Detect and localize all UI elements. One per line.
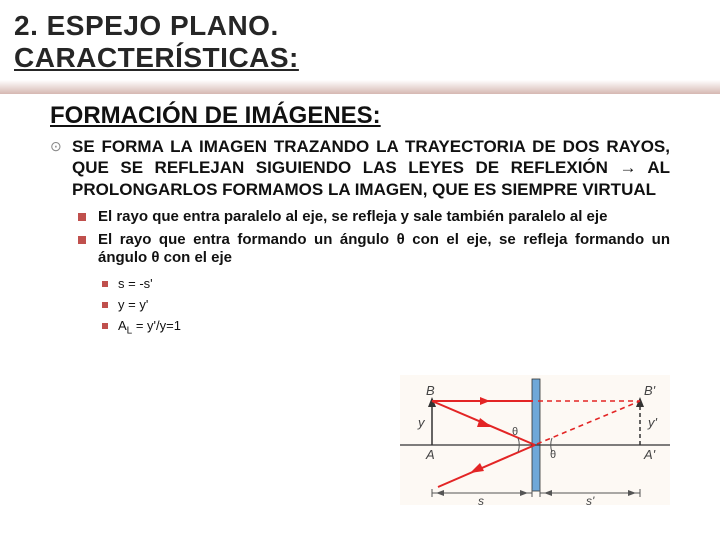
label-theta2: θ	[550, 449, 556, 461]
label-s: s	[478, 494, 484, 505]
label-Bp: B'	[644, 383, 656, 398]
subsub-bullet-2: AL = y'/y=1	[102, 316, 670, 340]
subsub-bullet-1: y = y'	[102, 295, 670, 316]
label-Ap: A'	[643, 447, 656, 462]
section-title: FORMACIÓN DE IMÁGENES:	[50, 102, 670, 130]
gradient-band	[0, 80, 720, 94]
subsub-bullet-0: s = -s'	[102, 274, 670, 295]
label-sp: s'	[586, 494, 595, 505]
label-yp: y'	[647, 415, 658, 430]
label-theta1: θ	[512, 426, 518, 438]
title-line-2: CARACTERÍSTICAS:	[14, 42, 706, 74]
label-B: B	[426, 383, 435, 398]
label-A: A	[425, 447, 435, 462]
sub-list: El rayo que entra paralelo al eje, se re…	[50, 208, 670, 339]
sub-bullet-0: El rayo que entra paralelo al eje, se re…	[78, 208, 670, 227]
main-bullet: SE FORMA LA IMAGEN TRAZANDO LA TRAYECTOR…	[50, 136, 670, 200]
sub-bullet-1: El rayo que entra formando un ángulo θ c…	[78, 231, 670, 269]
subsub-list: s = -s' y = y' AL = y'/y=1	[78, 274, 670, 339]
mirror-diagram: B B' A A' y y' s s' θ θ	[400, 375, 670, 505]
title-line-1: 2. ESPEJO PLANO.	[14, 10, 706, 42]
